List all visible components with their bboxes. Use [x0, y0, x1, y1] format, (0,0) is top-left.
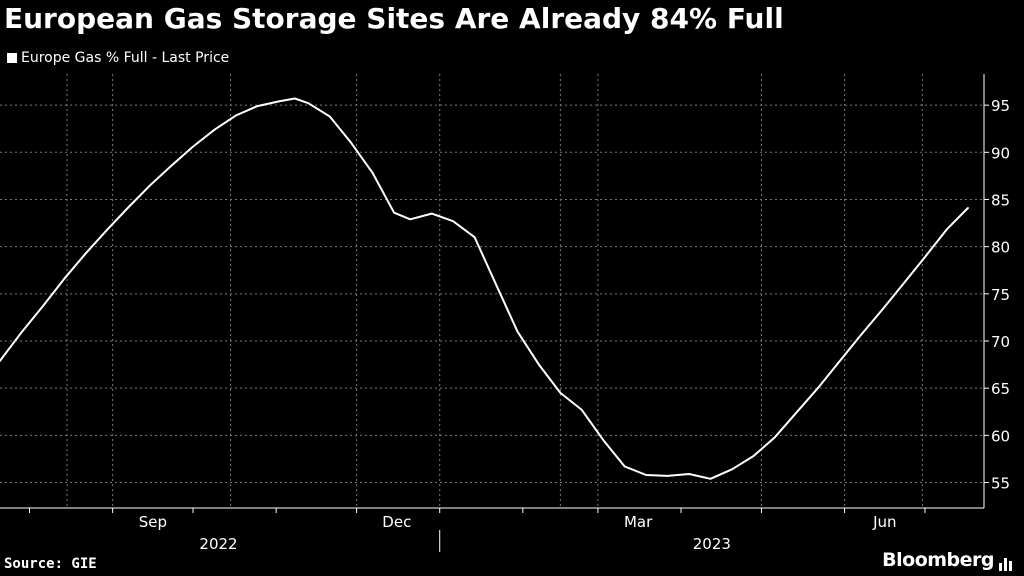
y-tick-label: 85: [991, 191, 1010, 209]
source-note: Source: GIE: [4, 556, 97, 572]
series-line: [0, 97, 969, 480]
x-group-label: 2022: [199, 535, 237, 553]
label-layer: 55 60 65 70 75 80 85 90 95 Sep Dec Mar Jun 2022 2023: [139, 97, 1010, 553]
bloomberg-bars-icon: [999, 558, 1012, 571]
legend: Europe Gas % Full - Last Price: [7, 50, 229, 66]
grid-layer: [0, 74, 984, 508]
x-tick-label: Jun: [872, 513, 896, 531]
axis-layer: [0, 74, 989, 552]
x-group-label: 2023: [693, 535, 731, 553]
y-tick-label: 55: [991, 475, 1010, 493]
y-tick-label: 80: [991, 239, 1010, 257]
legend-label: Europe Gas % Full - Last Price: [21, 50, 230, 66]
legend-swatch: [7, 53, 17, 63]
x-tick-label: Sep: [139, 513, 167, 531]
y-tick-label: 95: [991, 97, 1010, 115]
y-tick-label: 70: [991, 333, 1010, 351]
x-tick-label: Mar: [624, 513, 653, 531]
series-layer: [0, 97, 969, 480]
y-tick-label: 65: [991, 380, 1010, 398]
y-tick-label: 60: [991, 427, 1010, 445]
chart-title: European Gas Storage Sites Are Already 8…: [4, 2, 784, 35]
y-tick-label: 90: [991, 144, 1010, 162]
y-tick-label: 75: [991, 286, 1010, 304]
x-tick-label: Dec: [382, 513, 411, 531]
brand-logo-text: Bloomberg: [882, 549, 994, 571]
